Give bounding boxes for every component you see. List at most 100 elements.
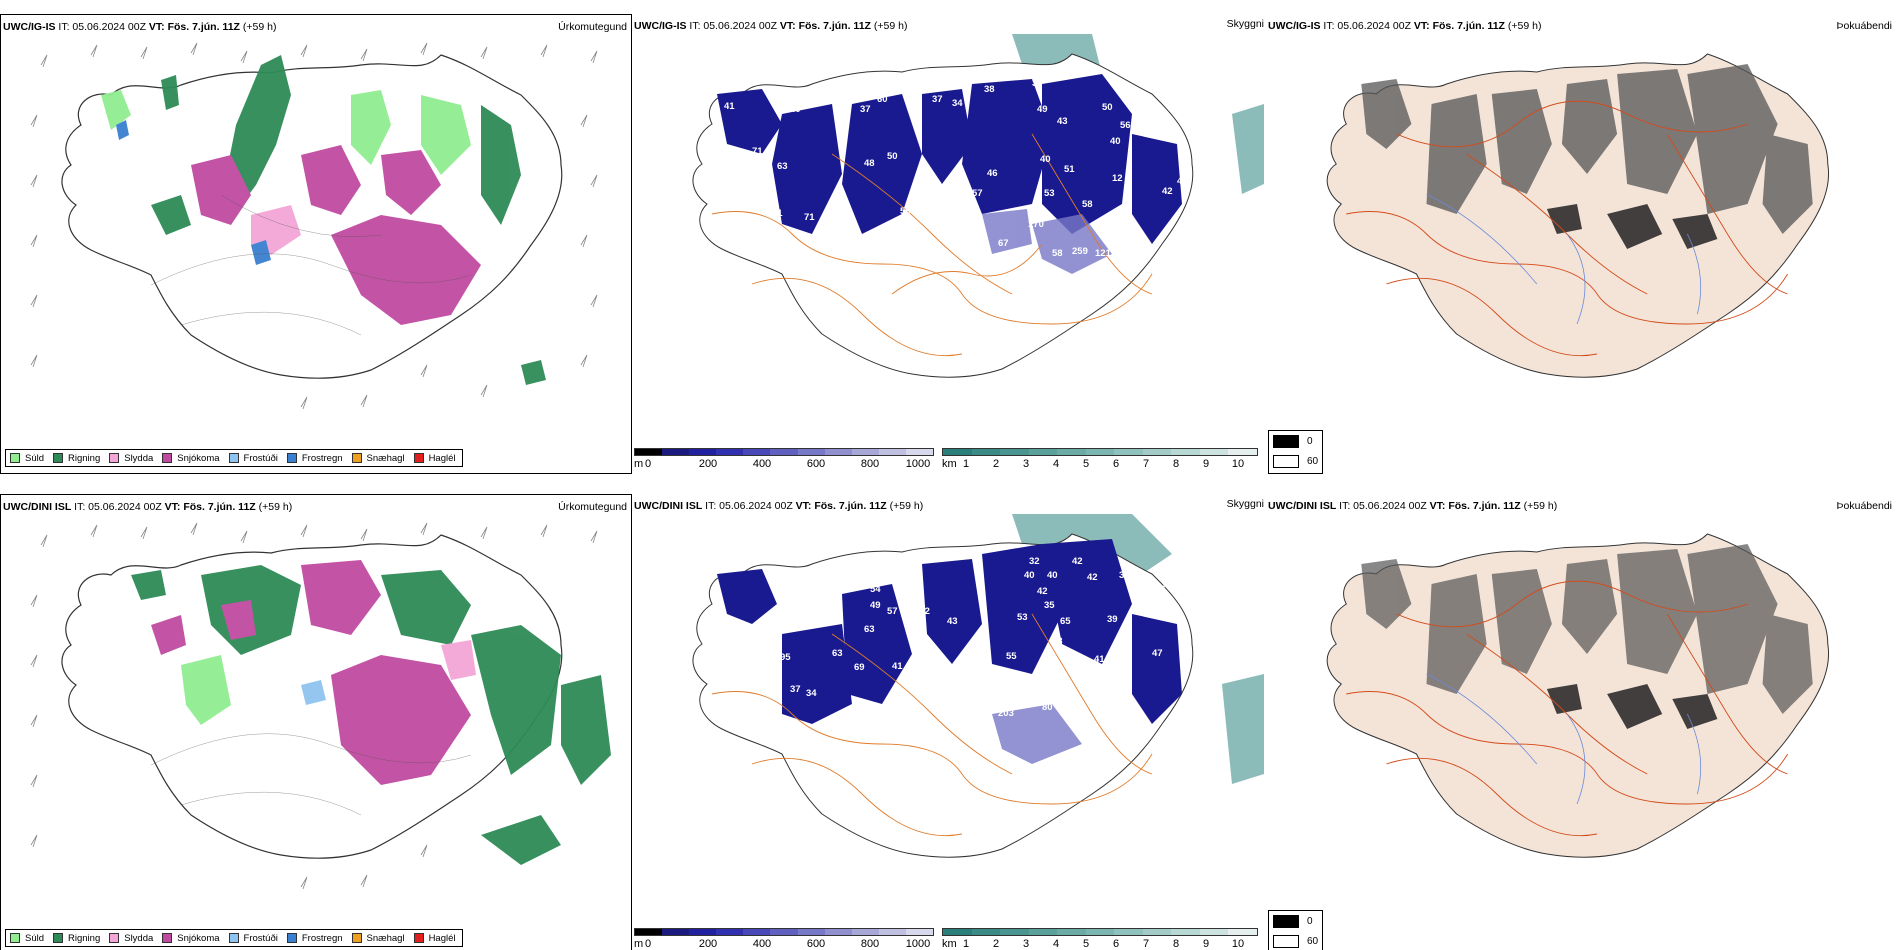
svg-text:48: 48	[864, 158, 875, 169]
visibility-colorbar: km 1 2 3 4 5 6 7 8 9 10	[942, 928, 1258, 950]
svg-text:80: 80	[1042, 702, 1053, 713]
svg-text:41: 41	[1177, 176, 1188, 187]
svg-text:67: 67	[998, 238, 1009, 249]
svg-text:259: 259	[1072, 246, 1088, 257]
fog-map	[1266, 34, 1898, 434]
svg-text:43: 43	[947, 616, 958, 627]
svg-text:37: 37	[882, 226, 893, 237]
svg-text:54: 54	[717, 546, 728, 557]
legend-swatch	[1273, 434, 1299, 448]
legend-item: Snjókoma	[162, 933, 220, 944]
height-colorbar: m 0 200 400 600 800 1000	[634, 448, 934, 470]
svg-text:50: 50	[887, 151, 898, 162]
svg-text:37: 37	[757, 58, 768, 69]
svg-text:37: 37	[932, 94, 943, 105]
svg-text:46: 46	[944, 226, 955, 237]
panel-title: UWC/IG-IS IT: 05.06.2024 00Z VT: Fös. 7.…	[1268, 20, 1542, 32]
svg-text:143: 143	[1004, 676, 1020, 687]
svg-text:60: 60	[840, 104, 851, 115]
visibility-tick: 1	[962, 458, 970, 470]
svg-text:86: 86	[984, 692, 995, 703]
visibility-unit: km	[942, 458, 957, 470]
svg-text:170: 170	[1028, 219, 1044, 230]
legend-item: Súld	[10, 933, 44, 944]
svg-text:88: 88	[1115, 248, 1126, 259]
svg-text:49: 49	[870, 600, 881, 611]
visibility-tick: 2	[992, 938, 1000, 950]
legend-item: Haglél	[413, 933, 456, 944]
fog-legend-item: 0	[1269, 911, 1322, 931]
visibility-panel: UWC/IG-IS IT: 05.06.2024 00Z VT: Fös. 7.…	[632, 14, 1264, 474]
svg-text:57: 57	[972, 188, 983, 199]
fog-legend: 0 60	[1268, 430, 1323, 474]
height-tick: 200	[698, 458, 718, 470]
svg-text:128: 128	[1100, 698, 1116, 709]
visibility-tick: 10	[1231, 938, 1245, 950]
visibility-tick: 4	[1052, 458, 1060, 470]
svg-text:68: 68	[877, 574, 888, 585]
visibility-tick: 7	[1142, 458, 1150, 470]
svg-text:84: 84	[1066, 656, 1077, 667]
height-tick: 600	[806, 458, 826, 470]
svg-text:50: 50	[1102, 102, 1113, 113]
height-tick: 400	[752, 458, 772, 470]
legend-item: Frostregn	[286, 453, 343, 464]
fog-legend-item: 60	[1269, 931, 1322, 950]
legend-swatch	[109, 933, 120, 943]
svg-text:63: 63	[777, 161, 788, 172]
svg-text:50: 50	[922, 682, 933, 693]
visibility-tick: 6	[1112, 938, 1120, 950]
svg-text:59: 59	[932, 664, 943, 675]
legend-swatch	[286, 453, 297, 463]
height-unit: m	[634, 458, 644, 470]
svg-text:173: 173	[1010, 694, 1026, 705]
svg-text:71: 71	[752, 146, 763, 157]
svg-text:57: 57	[887, 606, 898, 617]
visibility-unit: km	[942, 938, 957, 950]
svg-text:40: 40	[790, 104, 801, 115]
svg-text:58: 58	[1052, 248, 1063, 259]
precip-type-legend: Súld Rigning Slydda Snjókoma Frostúði Fr…	[5, 449, 463, 467]
svg-text:47: 47	[1152, 648, 1163, 659]
legend-swatch	[1273, 454, 1299, 468]
svg-text:34: 34	[952, 98, 963, 109]
svg-text:37: 37	[737, 546, 748, 557]
legend-item: Rigning	[53, 933, 100, 944]
precip-type-title: Úrkomutegund	[558, 501, 627, 513]
legend-swatch	[109, 453, 120, 463]
fog-map	[1266, 514, 1898, 914]
svg-text:102: 102	[914, 606, 930, 617]
svg-text:41: 41	[1094, 654, 1105, 665]
legend-item: Haglél	[413, 453, 456, 464]
svg-text:51: 51	[1064, 164, 1075, 175]
svg-text:34: 34	[806, 688, 817, 699]
height-colorbar: m 0 200 400 600 800 1000	[634, 928, 934, 950]
legend-swatch	[1273, 934, 1299, 948]
legend-swatch	[286, 933, 297, 943]
fog-legend-item: 0	[1269, 431, 1322, 451]
visibility-title: Skyggni	[1226, 18, 1264, 30]
visibility-tick: 9	[1202, 938, 1210, 950]
svg-text:56: 56	[900, 206, 911, 217]
legend-swatch	[53, 933, 64, 943]
svg-text:35: 35	[1119, 570, 1130, 581]
svg-text:65: 65	[1060, 616, 1071, 627]
svg-text:99: 99	[927, 252, 938, 263]
svg-text:62: 62	[914, 706, 925, 717]
height-tick: 600	[806, 938, 826, 950]
svg-text:63: 63	[832, 648, 843, 659]
visibility-tick: 3	[1022, 458, 1030, 470]
visibility-tick: 8	[1172, 938, 1180, 950]
fog-legend-item: 60	[1269, 451, 1322, 471]
legend-swatch	[228, 453, 239, 463]
visibility-tick: 7	[1142, 938, 1150, 950]
svg-text:71: 71	[804, 212, 815, 223]
svg-text:60: 60	[760, 224, 771, 235]
visibility-tick: 10	[1231, 458, 1245, 470]
svg-text:53: 53	[1017, 612, 1028, 623]
legend-swatch	[351, 453, 362, 463]
height-tick: 200	[698, 938, 718, 950]
svg-text:40: 40	[1047, 570, 1058, 581]
svg-text:41: 41	[772, 208, 783, 219]
precip-map	[1, 515, 633, 915]
